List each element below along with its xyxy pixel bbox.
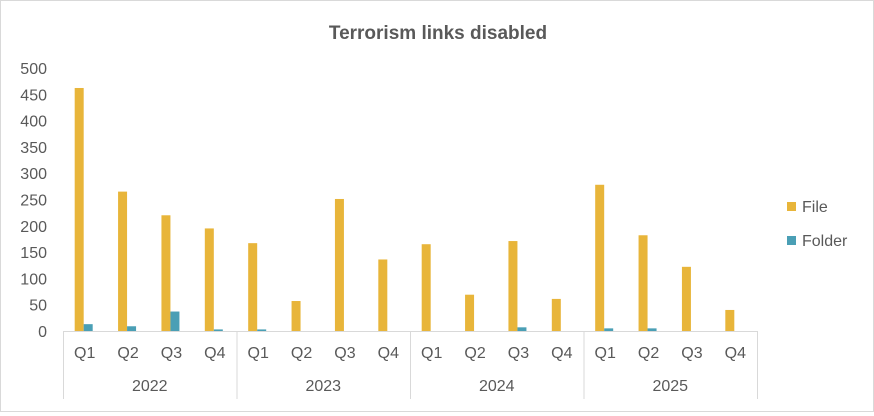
x-category-label: Q4 (378, 345, 399, 362)
x-group-label: 2023 (305, 378, 341, 395)
y-tick-label: 350 (20, 140, 47, 157)
file-bar (161, 215, 171, 331)
file-bar (595, 184, 605, 331)
y-tick-label: 450 (20, 87, 47, 104)
file-bar (291, 301, 301, 331)
x-category-label: Q1 (74, 345, 95, 362)
x-category-label: Q2 (117, 345, 138, 362)
file-bar (465, 294, 475, 331)
file-bar (118, 191, 128, 331)
x-group-label: 2022 (132, 378, 168, 395)
y-tick-label: 250 (20, 193, 47, 210)
file-bar (204, 228, 214, 331)
y-tick-label: 300 (20, 166, 47, 183)
y-tick-label: 150 (20, 245, 47, 262)
x-group-label: 2024 (479, 378, 515, 395)
x-category-label: Q2 (638, 345, 659, 362)
y-tick-label: 0 (38, 324, 47, 341)
y-axis: 0 50 100 150 200 250 300 350 400 450 500 (20, 61, 47, 341)
x-category-label: Q1 (595, 345, 616, 362)
folder-bar (604, 328, 614, 331)
file-bar (725, 309, 735, 331)
folder-bar (257, 329, 267, 331)
bars (74, 87, 735, 331)
file-legend-label: File (802, 199, 828, 216)
file-bar (681, 266, 691, 331)
y-tick-label: 400 (20, 114, 47, 131)
y-tick-label: 100 (20, 271, 47, 288)
file-bar (508, 241, 518, 331)
x-category-label: Q4 (204, 345, 225, 362)
x-category-label: Q2 (464, 345, 485, 362)
file-bar (421, 244, 431, 331)
folder-bar (170, 311, 180, 331)
folder-legend-label: Folder (802, 233, 848, 250)
x-category-label: Q3 (681, 345, 702, 362)
folder-bar (517, 327, 527, 331)
file-bar (551, 298, 561, 331)
x-category-label: Q1 (421, 345, 442, 362)
file-bar (638, 235, 648, 331)
x-category-label: Q3 (508, 345, 529, 362)
x-category-label: Q4 (551, 345, 572, 362)
folder-legend-swatch (787, 236, 796, 245)
folder-bar (127, 326, 137, 331)
x-category-label: Q4 (725, 345, 746, 362)
x-category-label: Q3 (334, 345, 355, 362)
folder-bar (213, 329, 223, 331)
file-bar (378, 259, 388, 331)
x-category-label: Q1 (248, 345, 269, 362)
file-bar (74, 87, 84, 331)
y-tick-label: 500 (20, 61, 47, 78)
chart-title: Terrorism links disabled (329, 23, 547, 44)
legend: File Folder (787, 199, 848, 250)
y-tick-label: 50 (29, 298, 47, 315)
x-category-label: Q2 (291, 345, 312, 362)
folder-bar (647, 328, 657, 331)
x-category-label: Q3 (161, 345, 182, 362)
folder-bar (83, 324, 93, 331)
file-bar (248, 243, 258, 331)
y-tick-label: 200 (20, 219, 47, 236)
file-bar (334, 198, 344, 331)
file-legend-swatch (787, 202, 796, 211)
x-group-label: 2025 (652, 378, 688, 395)
x-axis: Q1 Q2 Q3 Q4 Q1 Q2 Q3 Q4 Q1 Q2 Q3 Q4 Q1 Q2 Q3 Q4 2022 2023… (63, 331, 758, 399)
